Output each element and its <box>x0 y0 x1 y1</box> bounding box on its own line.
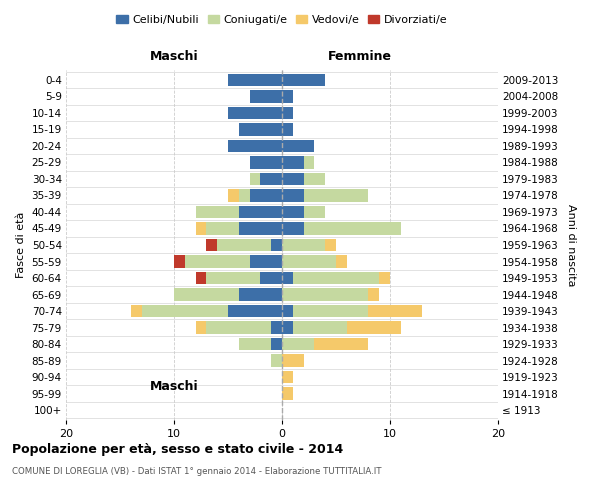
Bar <box>314 338 368 350</box>
Bar <box>282 190 304 202</box>
Text: Maschi: Maschi <box>149 380 199 394</box>
Bar <box>174 256 185 268</box>
Bar <box>282 206 304 218</box>
Y-axis label: Anni di nascita: Anni di nascita <box>566 204 576 286</box>
Bar <box>228 74 282 86</box>
Bar <box>271 322 282 334</box>
Bar <box>271 354 282 367</box>
Bar <box>239 338 271 350</box>
Bar <box>217 239 271 251</box>
Bar <box>250 190 282 202</box>
Bar <box>196 322 206 334</box>
Bar <box>293 305 368 317</box>
Bar <box>282 272 293 284</box>
Y-axis label: Fasce di età: Fasce di età <box>16 212 26 278</box>
Bar <box>347 322 401 334</box>
Bar <box>282 388 293 400</box>
Bar <box>206 222 239 234</box>
Bar <box>368 305 422 317</box>
Bar <box>304 156 314 168</box>
Bar <box>282 106 293 119</box>
Bar <box>250 156 282 168</box>
Bar <box>250 256 282 268</box>
Bar <box>325 239 336 251</box>
Bar <box>196 222 206 234</box>
Bar <box>304 173 325 185</box>
Bar <box>142 305 228 317</box>
Bar <box>304 222 401 234</box>
Bar <box>282 74 325 86</box>
Bar <box>228 140 282 152</box>
Bar <box>282 90 293 102</box>
Bar <box>282 322 293 334</box>
Bar <box>239 123 282 136</box>
Bar <box>250 173 260 185</box>
Bar <box>206 272 260 284</box>
Bar <box>282 305 293 317</box>
Bar <box>260 272 282 284</box>
Text: Maschi: Maschi <box>149 50 199 63</box>
Bar <box>228 190 239 202</box>
Bar <box>379 272 390 284</box>
Bar <box>185 256 250 268</box>
Bar <box>304 206 325 218</box>
Bar <box>239 190 250 202</box>
Bar <box>239 222 282 234</box>
Bar <box>282 354 304 367</box>
Bar <box>293 322 347 334</box>
Bar <box>206 322 271 334</box>
Bar <box>282 173 304 185</box>
Bar <box>260 173 282 185</box>
Bar <box>368 288 379 300</box>
Bar <box>282 222 304 234</box>
Bar <box>196 206 239 218</box>
Bar <box>196 272 206 284</box>
Bar <box>239 288 282 300</box>
Bar <box>304 190 368 202</box>
Bar <box>282 140 314 152</box>
Bar <box>131 305 142 317</box>
Bar <box>271 338 282 350</box>
Bar <box>282 256 336 268</box>
Bar <box>206 239 217 251</box>
Bar <box>282 123 293 136</box>
Bar <box>228 305 282 317</box>
Text: Femmine: Femmine <box>328 50 392 63</box>
Bar <box>282 239 325 251</box>
Text: Popolazione per età, sesso e stato civile - 2014: Popolazione per età, sesso e stato civil… <box>12 442 343 456</box>
Bar <box>239 206 282 218</box>
Bar <box>282 371 293 384</box>
Bar <box>282 156 304 168</box>
Bar <box>228 106 282 119</box>
Bar <box>174 288 239 300</box>
Bar <box>282 338 314 350</box>
Bar <box>336 256 347 268</box>
Text: COMUNE DI LOREGLIA (VB) - Dati ISTAT 1° gennaio 2014 - Elaborazione TUTTITALIA.I: COMUNE DI LOREGLIA (VB) - Dati ISTAT 1° … <box>12 468 382 476</box>
Bar <box>271 239 282 251</box>
Bar <box>293 272 379 284</box>
Bar <box>250 90 282 102</box>
Legend: Celibi/Nubili, Coniugati/e, Vedovi/e, Divorziati/e: Celibi/Nubili, Coniugati/e, Vedovi/e, Di… <box>112 10 452 29</box>
Bar <box>282 288 368 300</box>
